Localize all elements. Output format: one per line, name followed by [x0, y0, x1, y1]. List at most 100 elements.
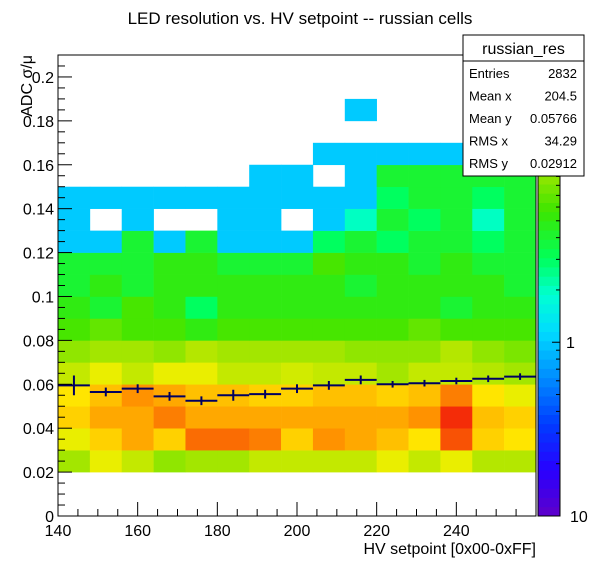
- heatmap-cell: [153, 252, 186, 275]
- heatmap-cell: [312, 384, 346, 407]
- heatmap-cell: [504, 340, 537, 363]
- heatmap-cell: [121, 450, 154, 473]
- heatmap-cell: [217, 340, 250, 363]
- heatmap-cell: [58, 252, 91, 275]
- heatmap-cell: [408, 406, 441, 429]
- heatmap-cell: [217, 186, 250, 209]
- heatmap-cell: [504, 296, 537, 319]
- heatmap-cell: [281, 362, 314, 385]
- heatmap-cell: [281, 164, 314, 188]
- heatmap-cell: [472, 252, 505, 275]
- heatmap-cell: [58, 406, 91, 429]
- heatmap-cell: [281, 186, 314, 209]
- heatmap-cell: [472, 208, 505, 231]
- heatmap-cell: [440, 186, 473, 209]
- heatmap-cell: [58, 362, 91, 385]
- x-tick-label: 140: [45, 523, 72, 540]
- heatmap-cell: [376, 384, 409, 407]
- heatmap-cell: [440, 252, 473, 275]
- heatmap-cell: [312, 186, 346, 209]
- heatmap-cell: [281, 340, 314, 363]
- heatmap-cell: [376, 296, 409, 319]
- heatmap-cell: [408, 384, 441, 407]
- profile-point: [249, 389, 282, 399]
- heatmap-cell: [376, 274, 409, 297]
- heatmap-cell: [185, 274, 218, 297]
- heatmap-cell: [408, 340, 441, 363]
- stats-title: russian_res: [482, 41, 565, 58]
- heatmap-cell: [376, 450, 409, 473]
- heatmap-cell: [376, 164, 409, 188]
- heatmap-cell: [472, 340, 505, 363]
- x-tick-label: 240: [443, 523, 470, 540]
- x-tick-label: 180: [204, 523, 231, 540]
- heatmap-cell: [89, 296, 123, 319]
- heatmap-cell: [344, 406, 377, 429]
- heatmap-cell: [344, 450, 377, 473]
- stats-value: 34.29: [544, 134, 577, 149]
- heatmap-cell: [504, 318, 537, 341]
- heatmap-cell: [217, 428, 250, 451]
- heatmap-cell: [185, 450, 218, 473]
- heatmap-cell: [185, 186, 218, 209]
- y-axis-title: ADC σ/μ: [19, 55, 36, 117]
- heatmap-cell: [121, 252, 154, 275]
- heatmap-cell: [440, 208, 473, 231]
- heatmap-cell: [89, 274, 123, 297]
- heatmap-cell: [249, 362, 282, 385]
- heatmap-cell: [89, 406, 123, 429]
- heatmap-cell: [312, 340, 346, 363]
- heatmap-cell: [376, 406, 409, 429]
- stats-label: Entries: [469, 66, 510, 81]
- heatmap-cell: [89, 450, 123, 473]
- stats-label: RMS y: [469, 156, 509, 171]
- y-tick-label: 0.04: [23, 421, 54, 438]
- heatmap-cell: [440, 428, 473, 451]
- heatmap-cell: [472, 384, 505, 407]
- heatmap-cell: [376, 428, 409, 451]
- heatmap-cell: [281, 318, 314, 341]
- z-tick-label: 1: [566, 335, 575, 352]
- heatmap-cell: [472, 274, 505, 297]
- heatmap-cell: [153, 296, 186, 319]
- heatmap-cell: [472, 296, 505, 319]
- heatmap-cell: [312, 230, 346, 253]
- heatmap-cell: [440, 296, 473, 319]
- heatmap-cell: [440, 406, 473, 429]
- heatmap-cell: [121, 340, 154, 363]
- heatmap-cell: [504, 428, 537, 451]
- heatmap-cell: [504, 274, 537, 297]
- heatmap-cell: [217, 252, 250, 275]
- y-tick-label: 0.08: [23, 333, 54, 350]
- profile-point: [58, 375, 90, 396]
- heatmap-cell: [58, 208, 91, 231]
- heatmap-cell: [472, 406, 505, 429]
- heatmap-cell: [89, 230, 123, 253]
- y-tick-label: 0.18: [23, 114, 54, 131]
- heatmap-cell: [58, 450, 91, 473]
- heatmap-cell: [89, 318, 123, 341]
- heatmap-cell: [281, 406, 314, 429]
- heatmap-cell: [281, 428, 314, 451]
- heatmap-cell: [121, 296, 154, 319]
- heatmap-cell: [344, 252, 377, 275]
- heatmap-cell: [408, 208, 441, 231]
- heatmap-cell: [121, 274, 154, 297]
- stats-value: 0.02912: [530, 156, 577, 171]
- x-axis: 140 160 180 200 220 240: [45, 502, 537, 540]
- heatmap-cell: [281, 296, 314, 319]
- chart-title: LED resolution vs. HV setpoint -- russia…: [128, 9, 473, 28]
- heatmap-cell: [312, 406, 346, 429]
- profile-markers: [58, 373, 536, 406]
- heatmap-cell: [58, 340, 91, 363]
- heatmap-cell: [440, 230, 473, 253]
- heatmap-cell: [408, 428, 441, 451]
- profile-point: [376, 380, 409, 388]
- heatmap-cell: [344, 384, 377, 407]
- heatmap-cell: [440, 274, 473, 297]
- heatmap-cell: [121, 318, 154, 341]
- heatmap-cell: [504, 450, 537, 473]
- heatmap-cell: [472, 230, 505, 253]
- heatmap-cell: [121, 186, 154, 209]
